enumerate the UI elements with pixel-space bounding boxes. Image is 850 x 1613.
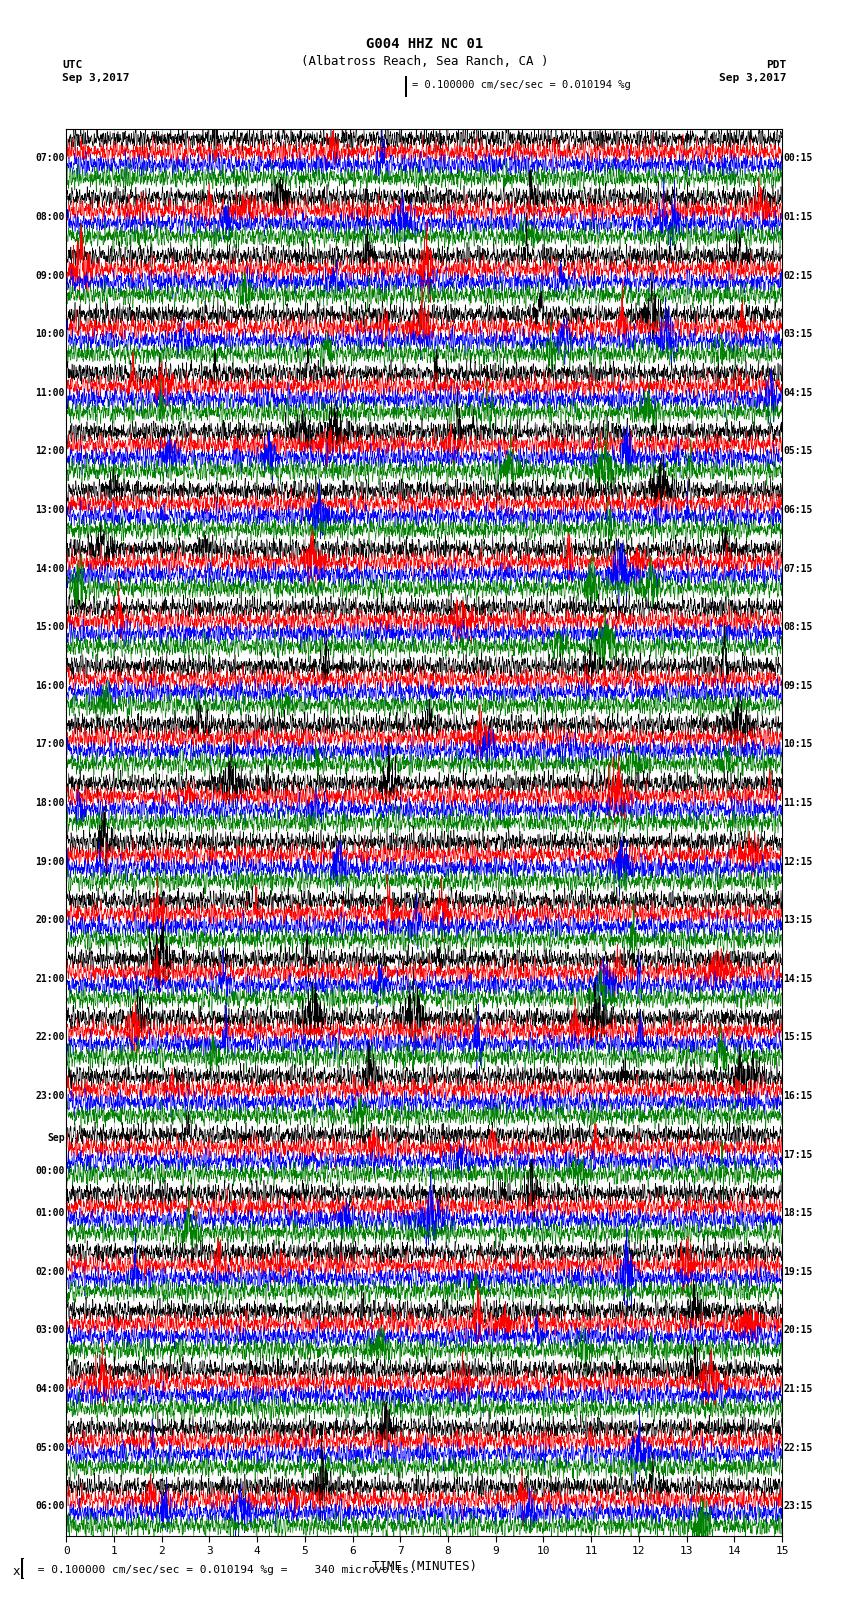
Text: 01:15: 01:15 — [784, 211, 813, 223]
Text: 17:15: 17:15 — [784, 1150, 813, 1160]
Text: 15:15: 15:15 — [784, 1032, 813, 1042]
Text: x: x — [13, 1565, 20, 1578]
Text: 22:15: 22:15 — [784, 1442, 813, 1453]
Text: PDT: PDT — [766, 60, 786, 69]
Text: 20:00: 20:00 — [36, 915, 65, 926]
Text: 11:15: 11:15 — [784, 798, 813, 808]
Text: Sep 3,2017: Sep 3,2017 — [62, 73, 129, 82]
Text: 18:00: 18:00 — [36, 798, 65, 808]
Text: 04:00: 04:00 — [36, 1384, 65, 1394]
Text: 06:15: 06:15 — [784, 505, 813, 515]
Text: G004 HHZ NC 01: G004 HHZ NC 01 — [366, 37, 484, 52]
Text: 22:00: 22:00 — [36, 1032, 65, 1042]
Text: 12:15: 12:15 — [784, 857, 813, 866]
Text: 09:15: 09:15 — [784, 681, 813, 690]
Text: 02:00: 02:00 — [36, 1266, 65, 1277]
Text: 08:00: 08:00 — [36, 211, 65, 223]
Text: 06:00: 06:00 — [36, 1502, 65, 1511]
Text: 19:15: 19:15 — [784, 1266, 813, 1277]
Text: 13:15: 13:15 — [784, 915, 813, 926]
Text: 03:00: 03:00 — [36, 1326, 65, 1336]
Text: UTC: UTC — [62, 60, 82, 69]
Text: 00:15: 00:15 — [784, 153, 813, 163]
Text: 09:00: 09:00 — [36, 271, 65, 281]
Text: 11:00: 11:00 — [36, 387, 65, 398]
Text: 10:15: 10:15 — [784, 739, 813, 750]
Text: 10:00: 10:00 — [36, 329, 65, 339]
Text: 21:00: 21:00 — [36, 974, 65, 984]
Text: 02:15: 02:15 — [784, 271, 813, 281]
Text: = 0.100000 cm/sec/sec = 0.010194 %g: = 0.100000 cm/sec/sec = 0.010194 %g — [412, 81, 631, 90]
X-axis label: TIME (MINUTES): TIME (MINUTES) — [371, 1560, 477, 1573]
Text: 05:15: 05:15 — [784, 447, 813, 456]
Text: 08:15: 08:15 — [784, 623, 813, 632]
Text: 18:15: 18:15 — [784, 1208, 813, 1218]
Text: = 0.100000 cm/sec/sec = 0.010194 %g =    340 microvolts.: = 0.100000 cm/sec/sec = 0.010194 %g = 34… — [31, 1565, 416, 1574]
Text: 00:00: 00:00 — [36, 1166, 65, 1176]
Text: 23:15: 23:15 — [784, 1502, 813, 1511]
Text: 20:15: 20:15 — [784, 1326, 813, 1336]
Text: 05:00: 05:00 — [36, 1442, 65, 1453]
Text: 07:15: 07:15 — [784, 563, 813, 574]
Text: 14:15: 14:15 — [784, 974, 813, 984]
Text: 16:15: 16:15 — [784, 1090, 813, 1102]
Text: 15:00: 15:00 — [36, 623, 65, 632]
Text: 03:15: 03:15 — [784, 329, 813, 339]
Text: 04:15: 04:15 — [784, 387, 813, 398]
Text: Sep: Sep — [48, 1134, 65, 1144]
Text: 19:00: 19:00 — [36, 857, 65, 866]
Text: 17:00: 17:00 — [36, 739, 65, 750]
Text: 16:00: 16:00 — [36, 681, 65, 690]
Text: (Albatross Reach, Sea Ranch, CA ): (Albatross Reach, Sea Ranch, CA ) — [301, 55, 549, 68]
Text: 01:00: 01:00 — [36, 1208, 65, 1218]
Text: 23:00: 23:00 — [36, 1090, 65, 1102]
Text: Sep 3,2017: Sep 3,2017 — [719, 73, 786, 82]
Text: 14:00: 14:00 — [36, 563, 65, 574]
Text: 21:15: 21:15 — [784, 1384, 813, 1394]
Text: 12:00: 12:00 — [36, 447, 65, 456]
Text: 07:00: 07:00 — [36, 153, 65, 163]
Text: 13:00: 13:00 — [36, 505, 65, 515]
